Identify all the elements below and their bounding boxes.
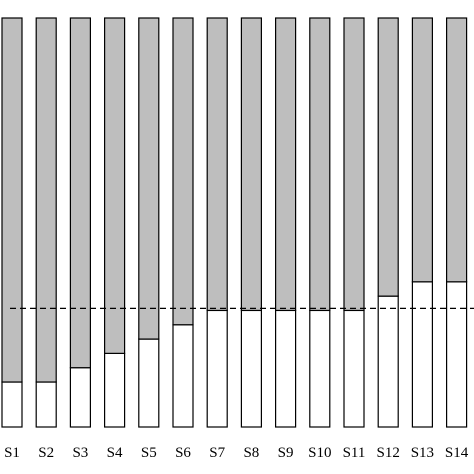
x-tick-label-s7: S7	[209, 445, 225, 461]
bar-s5-segment-1	[138, 338, 160, 428]
bar-s10-segment-2	[309, 17, 331, 312]
bar-s7-segment-1	[206, 309, 228, 428]
bar-s6-segment-2	[172, 17, 194, 326]
bar-s11-segment-1	[343, 309, 365, 428]
bar-s12-segment-1	[377, 295, 399, 428]
bar-s4-segment-1	[103, 352, 126, 428]
bar-s11-segment-2	[343, 17, 365, 312]
bar-s2-segment-1	[35, 381, 57, 428]
bar-s5-segment-2	[138, 17, 160, 340]
bar-s9-segment-2	[275, 17, 297, 312]
bar-s9-segment-1	[275, 309, 297, 428]
bar-s3-segment-1	[69, 367, 92, 428]
bar-s8-segment-1	[240, 309, 262, 428]
bar-s14-segment-1	[446, 281, 468, 428]
x-tick-labels: S1 S2 S3 S4 S5 S6 S7 S8 S9 S10 S11 S12 S13 S14	[4, 445, 469, 461]
bars-group	[1, 17, 468, 428]
x-tick-label-s8: S8	[243, 445, 259, 461]
bar-s1-segment-1	[1, 381, 23, 428]
x-tick-label-s2: S2	[38, 445, 54, 461]
x-tick-label-s1: S1	[4, 445, 20, 461]
bar-s13-segment-1	[411, 281, 433, 428]
bar-s7-segment-2	[206, 17, 228, 312]
x-tick-label-s4: S4	[107, 445, 123, 461]
x-tick-label-s9: S9	[278, 445, 294, 461]
bar-s8-segment-2	[240, 17, 262, 312]
x-tick-label-s3: S3	[72, 445, 88, 461]
bar-s13-segment-2	[411, 17, 433, 283]
bar-s6-segment-1	[172, 324, 194, 428]
bar-s10-segment-1	[309, 309, 331, 428]
x-tick-label-s14: S14	[445, 445, 469, 461]
bar-s1-segment-2	[1, 17, 23, 383]
x-tick-label-s10: S10	[308, 445, 331, 461]
x-tick-label-s13: S13	[411, 445, 434, 461]
x-tick-label-s11: S11	[343, 445, 366, 461]
bar-s2-segment-2	[35, 17, 57, 383]
x-tick-label-s5: S5	[141, 445, 157, 461]
x-tick-label-s6: S6	[175, 445, 191, 461]
bar-s3-segment-2	[69, 17, 92, 369]
bar-s14-segment-2	[446, 17, 468, 283]
x-tick-label-s12: S12	[377, 445, 400, 461]
bar-s12-segment-2	[377, 17, 399, 297]
bar-s4-segment-2	[103, 17, 126, 354]
